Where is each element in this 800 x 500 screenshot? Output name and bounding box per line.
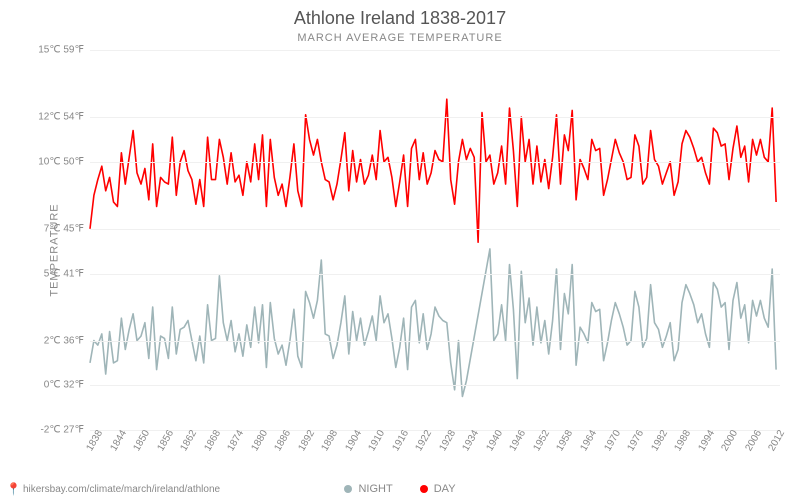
gridline bbox=[90, 274, 780, 275]
x-tick-label: 1874 bbox=[226, 428, 247, 453]
legend-label-day: DAY bbox=[434, 483, 456, 495]
gridline bbox=[90, 117, 780, 118]
legend-marker-night bbox=[344, 485, 352, 493]
x-tick-label: 1958 bbox=[555, 428, 576, 453]
x-tick-label: 1862 bbox=[179, 428, 200, 453]
chart-svg bbox=[90, 50, 780, 430]
y-tick-label: 10℃ 50℉ bbox=[38, 156, 90, 167]
y-tick-label: 5℃ 41℉ bbox=[44, 268, 90, 279]
x-tick-label: 1964 bbox=[578, 428, 599, 453]
y-axis-label: TEMPERATURE bbox=[49, 203, 61, 296]
legend-marker-day bbox=[420, 485, 428, 493]
legend-label-night: NIGHT bbox=[358, 483, 392, 495]
y-tick-label: 7℃ 45℉ bbox=[44, 223, 90, 234]
gridline bbox=[90, 162, 780, 163]
series-line bbox=[90, 99, 776, 242]
gridline bbox=[90, 341, 780, 342]
source-text: hikersbay.com/climate/march/ireland/athl… bbox=[23, 484, 220, 495]
x-tick-label: 2006 bbox=[743, 428, 764, 453]
gridline bbox=[90, 50, 780, 51]
y-tick-label: 12℃ 54℉ bbox=[38, 112, 90, 123]
x-tick-label: 1922 bbox=[414, 428, 435, 453]
y-tick-label: -2℃ 27℉ bbox=[40, 425, 90, 436]
legend-item-night: NIGHT bbox=[344, 483, 392, 495]
x-tick-label: 1850 bbox=[131, 428, 152, 453]
x-tick-label: 1994 bbox=[696, 428, 717, 453]
x-tick-label: 2012 bbox=[767, 428, 788, 453]
x-tick-label: 1898 bbox=[320, 428, 341, 453]
x-tick-label: 2000 bbox=[720, 428, 741, 453]
chart-title: Athlone Ireland 1838-2017 bbox=[0, 8, 800, 29]
x-tick-label: 1970 bbox=[602, 428, 623, 453]
chart-container: Athlone Ireland 1838-2017 MARCH AVERAGE … bbox=[0, 0, 800, 500]
legend-item-day: DAY bbox=[420, 483, 456, 495]
x-tick-label: 1844 bbox=[108, 428, 129, 453]
x-tick-label: 1880 bbox=[249, 428, 270, 453]
y-tick-label: 2℃ 36℉ bbox=[44, 335, 90, 346]
series-line bbox=[90, 249, 776, 397]
x-tick-label: 1910 bbox=[367, 428, 388, 453]
x-tick-label: 1946 bbox=[508, 428, 529, 453]
chart-subtitle: MARCH AVERAGE TEMPERATURE bbox=[0, 32, 800, 44]
x-tick-label: 1856 bbox=[155, 428, 176, 453]
x-tick-label: 1934 bbox=[461, 428, 482, 453]
x-tick-label: 1886 bbox=[273, 428, 294, 453]
map-pin-icon: 📍 bbox=[6, 482, 21, 496]
source-link[interactable]: 📍 hikersbay.com/climate/march/ireland/at… bbox=[6, 482, 220, 496]
gridline bbox=[90, 385, 780, 386]
y-tick-label: 0℃ 32℉ bbox=[44, 380, 90, 391]
gridline bbox=[90, 229, 780, 230]
x-tick-label: 1952 bbox=[531, 428, 552, 453]
x-tick-label: 1916 bbox=[390, 428, 411, 453]
x-tick-label: 1982 bbox=[649, 428, 670, 453]
y-tick-label: 15℃ 59℉ bbox=[38, 45, 90, 56]
x-tick-label: 1868 bbox=[202, 428, 223, 453]
plot-area: -2℃ 27℉0℃ 32℉2℃ 36℉5℃ 41℉7℃ 45℉10℃ 50℉12… bbox=[90, 50, 780, 430]
x-tick-label: 1904 bbox=[343, 428, 364, 453]
x-tick-label: 1988 bbox=[673, 428, 694, 453]
x-tick-label: 1928 bbox=[437, 428, 458, 453]
x-tick-label: 1976 bbox=[625, 428, 646, 453]
x-tick-label: 1892 bbox=[296, 428, 317, 453]
x-tick-label: 1940 bbox=[484, 428, 505, 453]
